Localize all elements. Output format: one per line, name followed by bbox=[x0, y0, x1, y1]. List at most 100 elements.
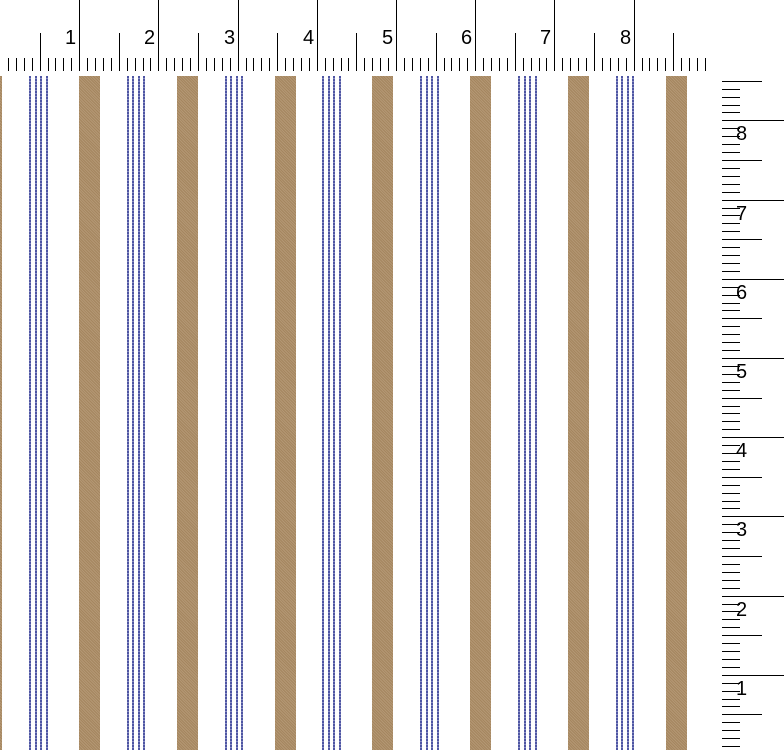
minor-tick bbox=[586, 58, 587, 72]
minor-tick bbox=[722, 619, 740, 620]
minor-tick bbox=[722, 453, 740, 454]
horizontal-ruler: 1 2 3 4 5 6 7 8 bbox=[0, 0, 712, 72]
minor-tick bbox=[722, 255, 740, 256]
minor-tick bbox=[206, 58, 207, 72]
minor-tick bbox=[546, 58, 547, 72]
minor-tick bbox=[127, 58, 128, 72]
ruler-label: 2 bbox=[736, 599, 748, 621]
minor-tick bbox=[649, 58, 650, 72]
minor-tick bbox=[515, 33, 516, 72]
minor-tick bbox=[246, 58, 247, 72]
minor-tick bbox=[722, 413, 740, 414]
minor-tick bbox=[722, 485, 740, 486]
minor-tick bbox=[722, 421, 740, 422]
minor-tick bbox=[722, 192, 740, 193]
minor-tick bbox=[55, 58, 56, 72]
minor-tick bbox=[499, 58, 500, 72]
minor-tick bbox=[333, 58, 334, 72]
minor-tick bbox=[230, 58, 231, 72]
minor-tick bbox=[722, 651, 740, 652]
major-tick bbox=[634, 0, 635, 72]
brown-stripe bbox=[0, 76, 2, 750]
minor-tick bbox=[722, 390, 740, 391]
ruler-label: 1 bbox=[65, 27, 77, 49]
minor-tick bbox=[87, 58, 88, 72]
major-tick bbox=[396, 0, 397, 72]
blue-pinstripe bbox=[518, 76, 520, 750]
minor-tick bbox=[722, 683, 740, 684]
blue-pinstripe bbox=[230, 76, 232, 750]
minor-tick bbox=[722, 501, 740, 502]
minor-tick bbox=[642, 58, 643, 72]
major-tick bbox=[158, 0, 159, 72]
minor-tick bbox=[722, 247, 740, 248]
ruler-label: 5 bbox=[736, 361, 748, 383]
ruler-label: 3 bbox=[224, 27, 236, 49]
blue-pinstripe bbox=[46, 76, 48, 750]
minor-tick bbox=[722, 239, 762, 240]
minor-tick bbox=[63, 58, 64, 72]
minor-tick bbox=[722, 635, 762, 636]
minor-tick bbox=[491, 58, 492, 72]
blue-pinstripe bbox=[236, 76, 238, 750]
ruler-label: 4 bbox=[736, 440, 748, 462]
ruler-label: 8 bbox=[736, 123, 748, 145]
minor-tick bbox=[722, 714, 762, 715]
minor-tick bbox=[722, 176, 740, 177]
minor-tick bbox=[483, 58, 484, 72]
minor-tick bbox=[48, 58, 49, 72]
blue-pinstripe bbox=[241, 76, 243, 750]
minor-tick bbox=[722, 366, 740, 367]
minor-tick bbox=[722, 580, 740, 581]
ruler-baseline bbox=[0, 71, 712, 72]
minor-tick bbox=[507, 58, 508, 72]
brown-stripe bbox=[275, 76, 296, 750]
minor-tick bbox=[722, 184, 740, 185]
minor-tick bbox=[722, 540, 740, 541]
minor-tick bbox=[570, 58, 571, 72]
minor-tick bbox=[71, 58, 72, 72]
minor-tick bbox=[722, 746, 740, 747]
minor-tick bbox=[523, 58, 524, 72]
minor-tick bbox=[285, 58, 286, 72]
minor-tick bbox=[444, 58, 445, 72]
minor-tick bbox=[722, 97, 740, 98]
brown-stripe bbox=[568, 76, 589, 750]
minor-tick bbox=[722, 89, 740, 90]
minor-tick bbox=[618, 58, 619, 72]
minor-tick bbox=[103, 58, 104, 72]
minor-tick bbox=[722, 564, 740, 565]
minor-tick bbox=[261, 58, 262, 72]
minor-tick bbox=[722, 572, 740, 573]
major-tick bbox=[475, 0, 476, 72]
minor-tick bbox=[722, 81, 762, 82]
minor-tick bbox=[150, 58, 151, 72]
minor-tick bbox=[348, 58, 349, 72]
minor-tick bbox=[722, 326, 740, 327]
minor-tick bbox=[722, 548, 740, 549]
major-tick bbox=[722, 596, 784, 597]
minor-tick bbox=[722, 429, 740, 430]
blue-pinstripe bbox=[420, 76, 422, 750]
major-tick bbox=[722, 358, 784, 359]
minor-tick bbox=[388, 58, 389, 72]
major-tick bbox=[79, 0, 80, 72]
minor-tick bbox=[722, 722, 740, 723]
blue-pinstripe bbox=[35, 76, 37, 750]
minor-tick bbox=[722, 136, 740, 137]
minor-tick bbox=[32, 58, 33, 72]
minor-tick bbox=[722, 406, 740, 407]
minor-tick bbox=[143, 58, 144, 72]
minor-tick bbox=[722, 223, 740, 224]
minor-tick bbox=[190, 58, 191, 72]
minor-tick bbox=[364, 58, 365, 72]
minor-tick bbox=[722, 168, 740, 169]
minor-tick bbox=[722, 556, 762, 557]
ruler-label: 6 bbox=[736, 282, 748, 304]
minor-tick bbox=[467, 58, 468, 72]
minor-tick bbox=[214, 58, 215, 72]
minor-tick bbox=[174, 58, 175, 72]
minor-tick bbox=[722, 706, 740, 707]
minor-tick bbox=[689, 58, 690, 72]
major-tick bbox=[238, 0, 239, 72]
